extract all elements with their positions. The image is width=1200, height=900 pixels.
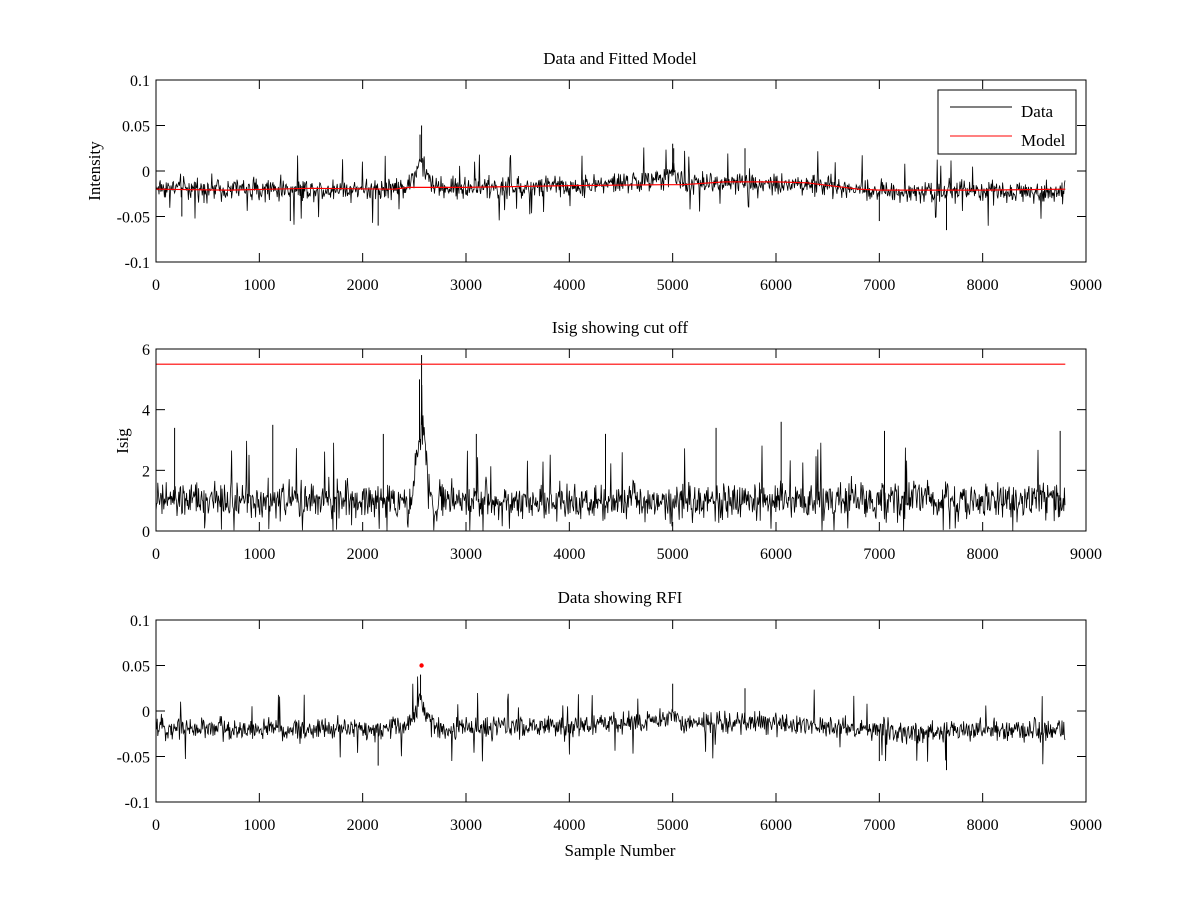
x-tick-label: 5000 bbox=[657, 817, 689, 834]
series-data-line bbox=[155, 147, 1066, 226]
y-tick-label: -0.05 bbox=[117, 750, 150, 767]
y-tick-label: 0.05 bbox=[122, 659, 150, 676]
series-model-line bbox=[155, 181, 1066, 191]
legend-box bbox=[937, 89, 1077, 155]
legend-data-label: Data bbox=[1021, 102, 1054, 121]
x-tick-label: 5000 bbox=[657, 277, 689, 294]
x-tick-label: 8000 bbox=[967, 277, 999, 294]
chart-1-title: Data and Fitted Model bbox=[543, 49, 697, 68]
x-tick-label: 7000 bbox=[863, 277, 895, 294]
chart-3-xlabel: Sample Number bbox=[565, 841, 676, 860]
x-tick-label: 3000 bbox=[450, 546, 482, 563]
axes-box bbox=[155, 348, 1087, 532]
x-tick-label: 2000 bbox=[347, 817, 379, 834]
y-tick-label: -0.1 bbox=[125, 255, 150, 272]
chart-1-legend: Data Model bbox=[937, 89, 1077, 155]
y-tick-label: 0.1 bbox=[130, 73, 150, 90]
y-tick-label: 2 bbox=[142, 463, 150, 480]
x-tick-label: 8000 bbox=[967, 546, 999, 563]
legend-model-label: Model bbox=[1021, 131, 1066, 150]
chart-1-plot: 0 1000 2000 3000 4000 5000 6000 7000 8000 9000 -0.… bbox=[117, 73, 1102, 294]
x-tick-label: 7000 bbox=[863, 546, 895, 563]
x-tick-label: 5000 bbox=[657, 546, 689, 563]
x-tick-label: 9000 bbox=[1070, 817, 1102, 834]
x-tick-label: 4000 bbox=[553, 817, 585, 834]
series-data-line bbox=[155, 676, 1066, 765]
chart-2-plot: 0 1000 2000 3000 4000 5000 6000 7000 8000 9000 0 2 4… bbox=[142, 342, 1102, 563]
y-tick-label: 6 bbox=[142, 342, 150, 359]
x-tick-label: 7000 bbox=[863, 817, 895, 834]
x-tick-label: 0 bbox=[152, 546, 160, 563]
chart-panel-3: Data showing RFI 0 1000 2000 3000 4000 5000 60… bbox=[117, 588, 1102, 860]
x-tick-label: 9000 bbox=[1070, 277, 1102, 294]
x-tick-label: 1000 bbox=[243, 817, 275, 834]
series-isig-line bbox=[155, 384, 1066, 531]
chart-1-ylabel: Intensity bbox=[85, 141, 104, 201]
x-tick-label: 2000 bbox=[347, 277, 379, 294]
x-tick-label: 4000 bbox=[553, 277, 585, 294]
y-tick-label: 0 bbox=[142, 704, 150, 721]
x-tick-label: 1000 bbox=[243, 546, 275, 563]
chart-2-ylabel: Isig bbox=[113, 428, 132, 454]
y-tick-label: 0.05 bbox=[122, 119, 150, 136]
x-tick-label: 9000 bbox=[1070, 546, 1102, 563]
x-tick-label: 0 bbox=[152, 817, 160, 834]
chart-panel-2: Isig showing cut off Isig 0 1000 2000 3000 4… bbox=[113, 318, 1102, 563]
chart-panel-1: Data and Fitted Model Intensity 0 1000 200… bbox=[85, 49, 1102, 294]
x-tick-label: 0 bbox=[152, 277, 160, 294]
y-tick-label: 0 bbox=[142, 524, 150, 541]
chart-3-plot: 0 1000 2000 3000 4000 5000 6000 7000 8000 9000 -0.… bbox=[117, 613, 1102, 834]
x-tick-label: 8000 bbox=[967, 817, 999, 834]
y-tick-label: 4 bbox=[142, 403, 150, 420]
x-tick-label: 6000 bbox=[760, 817, 792, 834]
y-tick-label: -0.05 bbox=[117, 210, 150, 227]
rfi-point bbox=[419, 663, 424, 668]
chart-2-title: Isig showing cut off bbox=[552, 318, 688, 337]
chart-3-title: Data showing RFI bbox=[558, 588, 683, 607]
x-tick-label: 6000 bbox=[760, 277, 792, 294]
x-tick-label: 2000 bbox=[347, 546, 379, 563]
y-tick-label: -0.1 bbox=[125, 795, 150, 812]
x-tick-label: 3000 bbox=[450, 817, 482, 834]
x-tick-label: 4000 bbox=[553, 546, 585, 563]
x-tick-label: 6000 bbox=[760, 546, 792, 563]
x-tick-label: 3000 bbox=[450, 277, 482, 294]
y-tick-label: 0 bbox=[142, 164, 150, 181]
x-tick-label: 1000 bbox=[243, 277, 275, 294]
y-tick-label: 0.1 bbox=[130, 613, 150, 630]
